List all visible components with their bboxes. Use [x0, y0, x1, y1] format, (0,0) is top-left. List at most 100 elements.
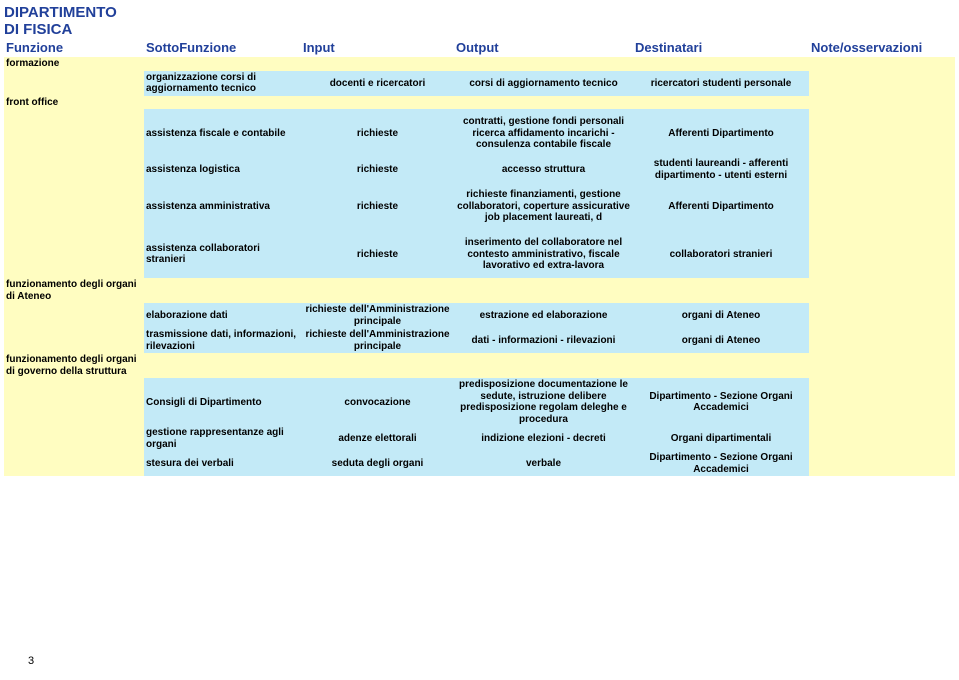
- section-empty: [809, 57, 955, 71]
- section-empty: [454, 353, 633, 378]
- section-label: funzionamento degli organi di Ateneo: [4, 278, 144, 303]
- col-funzione: Funzione: [4, 39, 144, 58]
- row-sotto: elaborazione dati: [144, 303, 301, 328]
- section-header: funzionamento degli organi di Ateneo: [4, 278, 955, 303]
- row-input: richieste dell'Amministrazione principal…: [301, 303, 454, 328]
- col-destinatari: Destinatari: [633, 39, 809, 58]
- table-row: elaborazione datirichieste dell'Amminist…: [4, 303, 955, 328]
- row-dest: studenti laureandi - afferenti dipartime…: [633, 157, 809, 182]
- row-input: seduta degli organi: [301, 451, 454, 476]
- section-empty: [144, 353, 301, 378]
- section-label: funzionamento degli organi di governo de…: [4, 353, 144, 378]
- section-empty: [633, 278, 809, 303]
- section-empty: [454, 96, 633, 110]
- section-empty: [809, 96, 955, 110]
- row-sotto: Consigli di Dipartimento: [144, 378, 301, 426]
- section-empty: [301, 278, 454, 303]
- row-output: accesso struttura: [454, 157, 633, 182]
- row-dest: Dipartimento - Sezione Organi Accademici: [633, 451, 809, 476]
- row-sotto: assistenza logistica: [144, 157, 301, 182]
- section-empty: [454, 278, 633, 303]
- table-row: Consigli di Dipartimentoconvocazionepred…: [4, 378, 955, 426]
- section-empty: [301, 96, 454, 110]
- row-note: [809, 328, 955, 353]
- section-label: formazione: [4, 57, 144, 71]
- row-sotto: stesura dei verbali: [144, 451, 301, 476]
- section-header: front office: [4, 96, 955, 110]
- row-note: [809, 303, 955, 328]
- row-funzione: [4, 303, 144, 328]
- table-row: trasmissione dati, informazioni, rilevaz…: [4, 328, 955, 353]
- row-input: docenti e ricercatori: [301, 71, 454, 96]
- row-output: richieste finanziamenti, gestione collab…: [454, 182, 633, 230]
- col-input: Input: [301, 39, 454, 58]
- section-empty: [809, 278, 955, 303]
- section-empty: [633, 353, 809, 378]
- row-note: [809, 230, 955, 278]
- row-dest: organi di Ateneo: [633, 328, 809, 353]
- row-output: verbale: [454, 451, 633, 476]
- row-note: [809, 378, 955, 426]
- row-funzione: [4, 426, 144, 451]
- table-row: gestione rappresentanze agli organiadenz…: [4, 426, 955, 451]
- row-funzione: [4, 230, 144, 278]
- row-note: [809, 157, 955, 182]
- row-input: richieste: [301, 109, 454, 157]
- row-note: [809, 109, 955, 157]
- table-row: assistenza amministrativarichiesterichie…: [4, 182, 955, 230]
- section-header: formazione: [4, 57, 955, 71]
- page-number: 3: [28, 655, 34, 668]
- row-dest: Afferenti Dipartimento: [633, 182, 809, 230]
- section-empty: [809, 353, 955, 378]
- row-funzione: [4, 378, 144, 426]
- row-input: richieste: [301, 182, 454, 230]
- row-dest: collaboratori stranieri: [633, 230, 809, 278]
- row-funzione: [4, 328, 144, 353]
- row-sotto: assistenza amministrativa: [144, 182, 301, 230]
- section-empty: [301, 353, 454, 378]
- row-funzione: [4, 71, 144, 96]
- table-row: stesura dei verbaliseduta degli organive…: [4, 451, 955, 476]
- data-table: Funzione SottoFunzione Input Output Dest…: [4, 39, 955, 477]
- row-sotto: gestione rappresentanze agli organi: [144, 426, 301, 451]
- row-funzione: [4, 157, 144, 182]
- row-note: [809, 71, 955, 96]
- section-label: front office: [4, 96, 144, 110]
- row-input: richieste: [301, 230, 454, 278]
- row-output: contratti, gestione fondi personali rice…: [454, 109, 633, 157]
- row-note: [809, 182, 955, 230]
- row-output: predisposizione documentazione le sedute…: [454, 378, 633, 426]
- row-sotto: trasmissione dati, informazioni, rilevaz…: [144, 328, 301, 353]
- row-output: inserimento del collaboratore nel contes…: [454, 230, 633, 278]
- section-empty: [633, 96, 809, 110]
- row-note: [809, 426, 955, 451]
- section-empty: [144, 96, 301, 110]
- row-dest: organi di Ateneo: [633, 303, 809, 328]
- table-row: assistenza collaboratori stranieririchie…: [4, 230, 955, 278]
- row-dest: Afferenti Dipartimento: [633, 109, 809, 157]
- row-dest: ricercatori studenti personale: [633, 71, 809, 96]
- row-funzione: [4, 182, 144, 230]
- row-dest: Dipartimento - Sezione Organi Accademici: [633, 378, 809, 426]
- section-empty: [144, 278, 301, 303]
- row-note: [809, 451, 955, 476]
- doc-title-line1: DIPARTIMENTO: [4, 4, 955, 21]
- section-empty: [454, 57, 633, 71]
- col-note: Note/osservazioni: [809, 39, 955, 58]
- row-sotto: assistenza collaboratori stranieri: [144, 230, 301, 278]
- row-input: adenze elettorali: [301, 426, 454, 451]
- row-output: indizione elezioni - decreti: [454, 426, 633, 451]
- row-input: richieste dell'Amministrazione principal…: [301, 328, 454, 353]
- section-empty: [301, 57, 454, 71]
- table-row: assistenza logisticarichiesteaccesso str…: [4, 157, 955, 182]
- row-dest: Organi dipartimentali: [633, 426, 809, 451]
- row-input: convocazione: [301, 378, 454, 426]
- row-sotto: organizzazione corsi di aggiornamento te…: [144, 71, 301, 96]
- row-output: dati - informazioni - rilevazioni: [454, 328, 633, 353]
- header-row: Funzione SottoFunzione Input Output Dest…: [4, 39, 955, 58]
- section-empty: [633, 57, 809, 71]
- section-header: funzionamento degli organi di governo de…: [4, 353, 955, 378]
- row-funzione: [4, 109, 144, 157]
- col-output: Output: [454, 39, 633, 58]
- row-input: richieste: [301, 157, 454, 182]
